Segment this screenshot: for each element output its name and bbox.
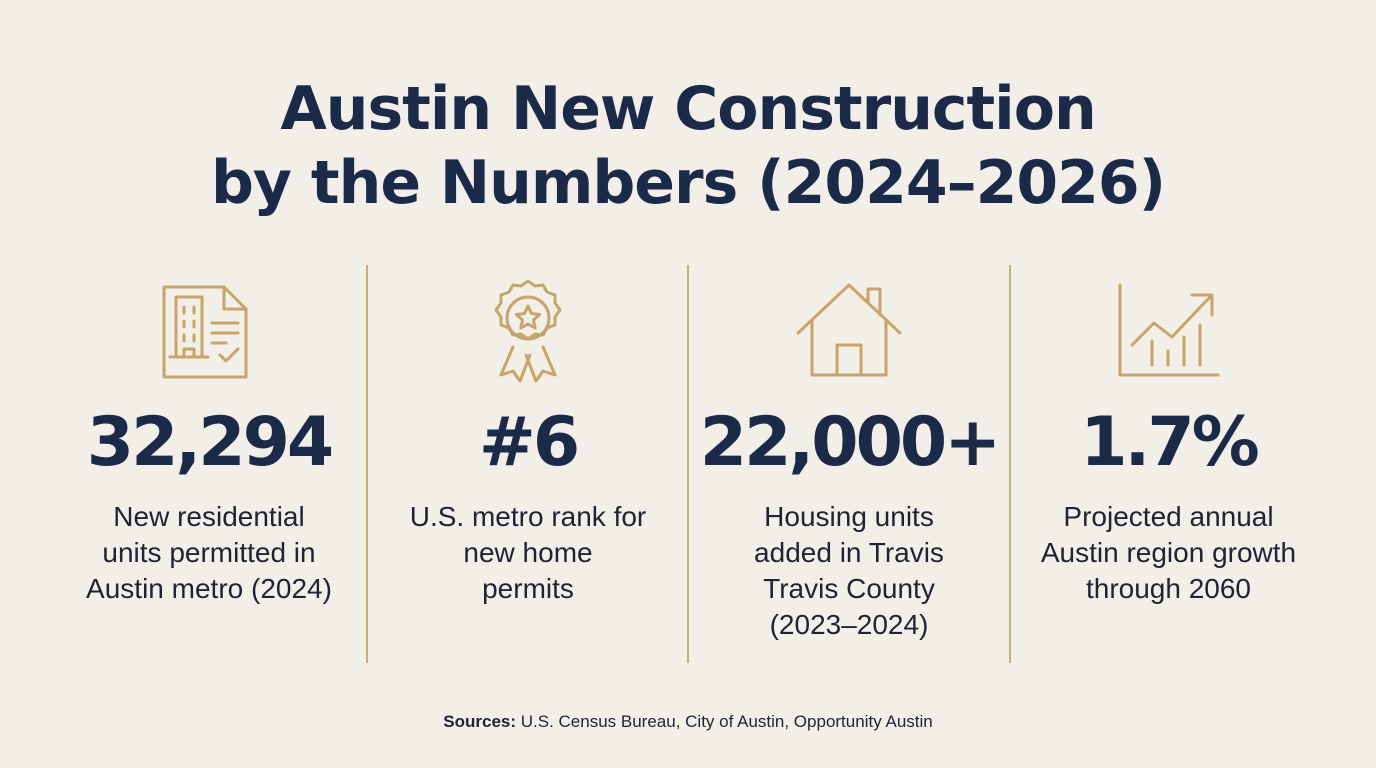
page-title: Austin New Construction by the Numbers (… (0, 72, 1376, 220)
stat-housing-units: 22,000+ Housing units added in Travis Tr… (688, 265, 1010, 663)
desc-line: Housing units (764, 501, 934, 532)
desc-line: added in Travis (754, 537, 944, 568)
sources-label: Sources: (443, 712, 517, 731)
desc-line: new home (463, 537, 593, 568)
desc-line: U.S. metro rank for (409, 501, 647, 532)
stat-value: 32,294 (86, 403, 334, 482)
stat-description: Housing units added in Travis Travis Cou… (688, 499, 1010, 643)
building-document-icon (154, 275, 264, 385)
stat-metro-rank: #6 U.S. metro rank for new home permits (368, 265, 688, 663)
column-divider (687, 265, 689, 663)
desc-line: New residential (113, 501, 305, 532)
stat-description: U.S. metro rank for new home permits (368, 499, 688, 607)
column-divider (1009, 265, 1011, 663)
stat-growth-rate: 1.7% Projected annual Austin region grow… (1011, 265, 1326, 663)
desc-line: permits (482, 573, 574, 604)
stat-description: New residential units permitted in Austi… (50, 499, 368, 607)
stats-row: 32,294 New residential units permitted i… (50, 265, 1326, 663)
stat-permitted-units: 32,294 New residential units permitted i… (50, 265, 368, 663)
desc-line: Austin region growth (1040, 537, 1297, 568)
desc-line: through 2060 (1085, 573, 1252, 604)
desc-line: units permitted in (102, 537, 316, 568)
stat-value: #6 (478, 403, 580, 482)
sources-text: U.S. Census Bureau, City of Austin, Oppo… (516, 712, 933, 731)
award-ribbon-icon (473, 275, 583, 385)
title-line-1: Austin New Construction (280, 74, 1096, 144)
desc-line: (2023–2024) (769, 609, 929, 640)
growth-chart-icon (1114, 275, 1224, 385)
desc-line: Austin metro (2024) (86, 573, 332, 604)
title-line-2: by the Numbers (2024–2026) (210, 148, 1166, 218)
desc-line: Travis County (763, 573, 935, 604)
sources-footnote: Sources: U.S. Census Bureau, City of Aus… (0, 712, 1376, 732)
stat-value: 1.7% (1080, 403, 1260, 482)
column-divider (366, 265, 368, 663)
stat-value: 22,000+ (699, 403, 1001, 482)
house-icon (794, 275, 904, 385)
desc-line: Projected annual (1063, 501, 1274, 532)
stat-description: Projected annual Austin region growth th… (1011, 499, 1326, 607)
